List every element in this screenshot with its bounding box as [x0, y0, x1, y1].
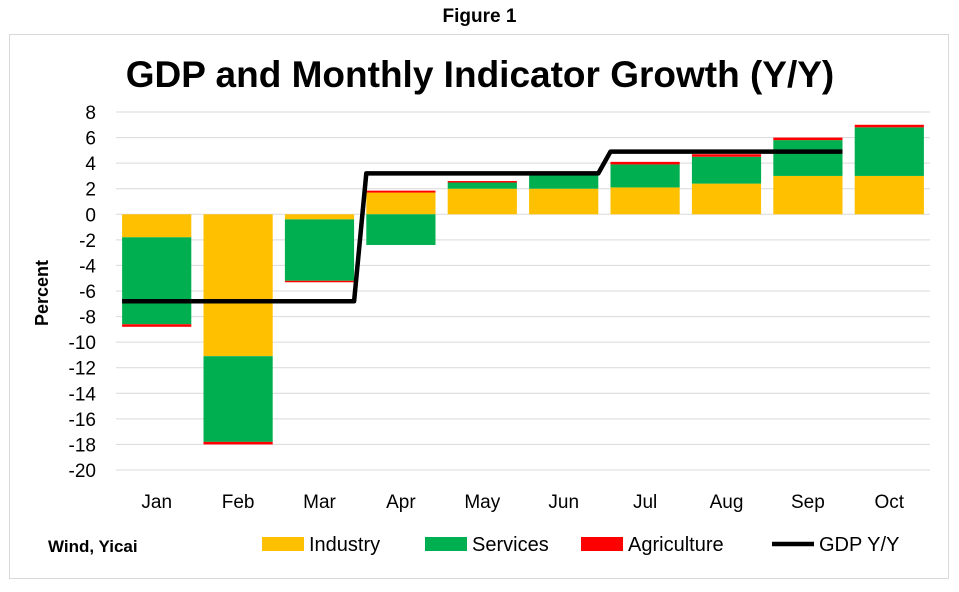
y-tick-label: 2 — [85, 180, 96, 201]
legend-label: Services — [472, 534, 549, 556]
bar-industry-jan — [122, 214, 192, 238]
bar-services-apr — [366, 214, 436, 245]
y-tick-label: -12 — [69, 359, 96, 380]
y-tick-label: 4 — [85, 154, 96, 175]
x-tick-label: Apr — [386, 492, 416, 513]
figure-label: Figure 1 — [442, 6, 517, 27]
y-tick-label: -20 — [69, 461, 96, 482]
bar-services-jul — [610, 164, 680, 188]
legend-swatch — [262, 537, 304, 551]
y-tick-label: 8 — [85, 103, 96, 124]
bar-industry-mar — [284, 214, 355, 220]
bar-services-sep — [773, 140, 843, 176]
y-tick-label: -6 — [79, 282, 96, 303]
x-tick-label: Jan — [141, 492, 172, 513]
chart-title: GDP and Monthly Indicator Growth (Y/Y) — [126, 54, 835, 95]
bar-industry-aug — [691, 183, 762, 215]
y-tick-label: -8 — [79, 308, 96, 329]
bar-agriculture-may — [447, 181, 517, 183]
bar-services-mar — [284, 219, 355, 281]
bar-agriculture-apr — [366, 190, 436, 193]
y-tick-label: 6 — [85, 129, 96, 150]
gdp-line-series — [122, 149, 843, 304]
legend: Industry Services Agriculture GDP Y/Y — [262, 534, 899, 556]
y-axis-ticks: 8 6 4 2 0 -2 -4 -6 -8 -10 -12 -14 -16 -18 -20 — [69, 103, 97, 482]
bar-industry-sep — [773, 175, 843, 215]
bar-industry-jun — [529, 188, 599, 215]
bar-agriculture-feb — [203, 441, 273, 445]
legend-label: Agriculture — [628, 534, 724, 556]
bar-industry-apr — [366, 192, 436, 215]
y-tick-label: -10 — [69, 333, 96, 354]
bar-industry-feb — [203, 214, 273, 357]
bar-industry-may — [447, 188, 517, 215]
bar-agriculture-sep — [773, 137, 843, 141]
bar-services-jan — [122, 237, 192, 325]
x-tick-label: Jun — [548, 492, 579, 513]
gdp-line — [122, 149, 843, 304]
y-tick-label: 0 — [85, 205, 96, 226]
y-tick-label: -2 — [79, 231, 96, 252]
legend-swatch — [425, 537, 467, 551]
y-tick-label: -4 — [79, 256, 96, 277]
bar-agriculture-oct — [854, 124, 924, 128]
y-axis-label: Percent — [32, 260, 52, 326]
y-tick-label: -16 — [69, 410, 96, 431]
bar-services-may — [447, 182, 517, 189]
bar-services-aug — [691, 156, 762, 184]
x-tick-label: Oct — [875, 492, 905, 513]
x-axis-ticks: Jan Feb Mar Apr May Jun Jul Aug Sep Oct — [141, 492, 904, 513]
gdp-growth-chart: GDP and Monthly Indicator Growth (Y/Y) 8… — [32, 54, 930, 556]
x-tick-label: May — [464, 492, 500, 513]
bar-services-jun — [529, 173, 599, 189]
chart-frame: GDP and Monthly Indicator Growth (Y/Y) 8… — [9, 34, 949, 579]
y-tick-label: -18 — [69, 435, 96, 456]
x-tick-label: Mar — [303, 492, 336, 513]
x-tick-label: Jul — [633, 492, 657, 513]
x-tick-label: Feb — [222, 492, 255, 513]
legend-label: Industry — [309, 534, 380, 556]
bar-agriculture-jan — [122, 324, 192, 327]
bar-agriculture-aug — [691, 154, 762, 157]
legend-label: GDP Y/Y — [819, 534, 899, 556]
legend-swatch — [581, 537, 623, 551]
bar-agriculture-jul — [610, 161, 680, 165]
bars — [122, 124, 924, 445]
x-tick-label: Aug — [710, 492, 744, 513]
bar-industry-jul — [610, 187, 680, 215]
x-tick-label: Sep — [791, 492, 825, 513]
y-tick-label: -14 — [69, 384, 97, 405]
bar-agriculture-mar — [284, 280, 355, 283]
bar-services-oct — [854, 127, 924, 176]
bar-industry-oct — [854, 175, 924, 215]
source-note: Wind, Yicai — [48, 537, 138, 556]
bar-services-feb — [203, 356, 273, 442]
